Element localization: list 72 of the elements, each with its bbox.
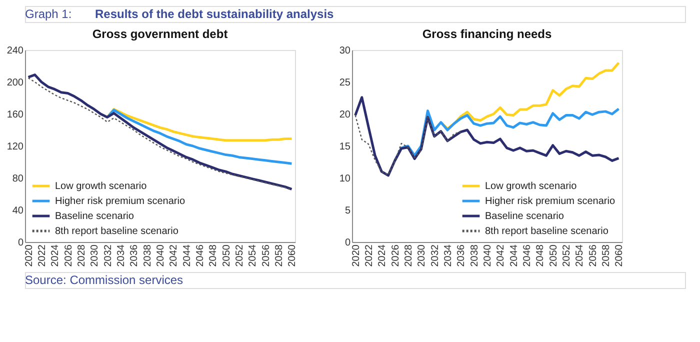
- x-tick-label: 2060: [614, 244, 626, 267]
- x-tick-label: 2028: [403, 244, 414, 267]
- x-tick-label: 2040: [482, 244, 494, 267]
- x-tick-label: 2050: [221, 244, 232, 267]
- y-tick-label: 40: [12, 206, 24, 216]
- x-tick-label: 2036: [456, 244, 468, 267]
- x-tick-label: 2020: [24, 244, 35, 267]
- line-series: [106, 108, 293, 142]
- text: Results of the debt sustainability analysis: [95, 7, 334, 21]
- line-series: [354, 114, 462, 176]
- x-tick-label: 2038: [469, 244, 480, 267]
- y-tick-label: 240: [6, 46, 24, 56]
- x-tick-label: 2054: [574, 244, 586, 267]
- y-tick-label: 10: [339, 174, 351, 184]
- legend-label: Baseline scenario: [485, 211, 564, 222]
- legend-label: Low growth scenario: [55, 181, 148, 192]
- y-tick-label: 80: [12, 174, 24, 184]
- x-tick-label: 2046: [195, 244, 206, 267]
- y-tick-label: 0: [18, 238, 24, 248]
- chart-title: Gross government debt: [92, 27, 228, 41]
- x-tick-label: 2048: [208, 244, 220, 267]
- y-tick-label: 5: [344, 206, 351, 216]
- x-tick-label: 2022: [36, 244, 48, 267]
- x-tick-label: 2036: [129, 244, 140, 267]
- y-tick-label: 20: [339, 110, 351, 120]
- x-tick-label: 2052: [562, 244, 573, 267]
- x-tick-label: 2034: [116, 244, 127, 267]
- x-tick-label: 2060: [287, 244, 298, 267]
- legend-label: 8th report baseline scenario: [485, 226, 609, 237]
- y-tick-label: 30: [339, 46, 351, 56]
- caption: Graph 1:: [25, 7, 72, 21]
- x-tick-label: 2056: [260, 244, 272, 267]
- y-tick-label: 200: [6, 78, 24, 88]
- x-tick-label: 2044: [182, 244, 193, 267]
- x-tick-label: 2040: [156, 244, 166, 267]
- x-tick-label: 2020: [350, 244, 362, 267]
- legend-label: Baseline scenario: [55, 211, 134, 222]
- x-tick-label: 2030: [416, 244, 428, 267]
- legend-label: 8th report baseline scenario: [55, 226, 179, 237]
- x-tick-label: 2058: [274, 244, 286, 267]
- y-tick-label: 160: [6, 110, 24, 120]
- x-tick-label: 2030: [90, 244, 101, 267]
- legend-label: Higher risk premium scenario: [55, 196, 186, 207]
- x-tick-label: 2056: [588, 244, 599, 267]
- legend-label: Low growth scenario: [485, 181, 578, 192]
- x-tick-label: 2024: [377, 244, 388, 267]
- y-tick-label: 25: [339, 78, 351, 88]
- x-tick-label: 2054: [248, 244, 259, 267]
- legend-label: Higher risk premium scenario: [485, 196, 616, 207]
- x-tick-label: 2022: [364, 244, 375, 267]
- x-tick-label: 2032: [102, 244, 114, 267]
- y-tick-label: 0: [344, 238, 351, 248]
- x-tick-label: 2028: [76, 244, 88, 267]
- x-tick-label: 2032: [430, 244, 441, 267]
- x-tick-label: 2026: [390, 244, 402, 267]
- x-tick-label: 2042: [168, 244, 180, 267]
- x-tick-label: 2026: [63, 244, 74, 267]
- y-tick-label: 120: [6, 142, 24, 152]
- x-tick-label: 2042: [496, 244, 507, 267]
- x-tick-label: 2044: [508, 244, 520, 267]
- x-tick-label: 2046: [522, 244, 534, 267]
- x-tick-label: 2024: [50, 244, 62, 267]
- x-tick-label: 2034: [442, 244, 454, 267]
- x-tick-label: 2038: [142, 244, 154, 267]
- line-series: [106, 108, 293, 165]
- source-note: Source: Commission services: [25, 273, 184, 287]
- x-tick-label: 2050: [548, 244, 560, 267]
- chart-title: Gross financing needs: [422, 27, 552, 41]
- x-tick-label: 2048: [535, 244, 546, 267]
- x-tick-label: 2052: [234, 244, 246, 267]
- y-tick-label: 15: [339, 142, 351, 152]
- x-tick-label: 2058: [601, 244, 612, 267]
